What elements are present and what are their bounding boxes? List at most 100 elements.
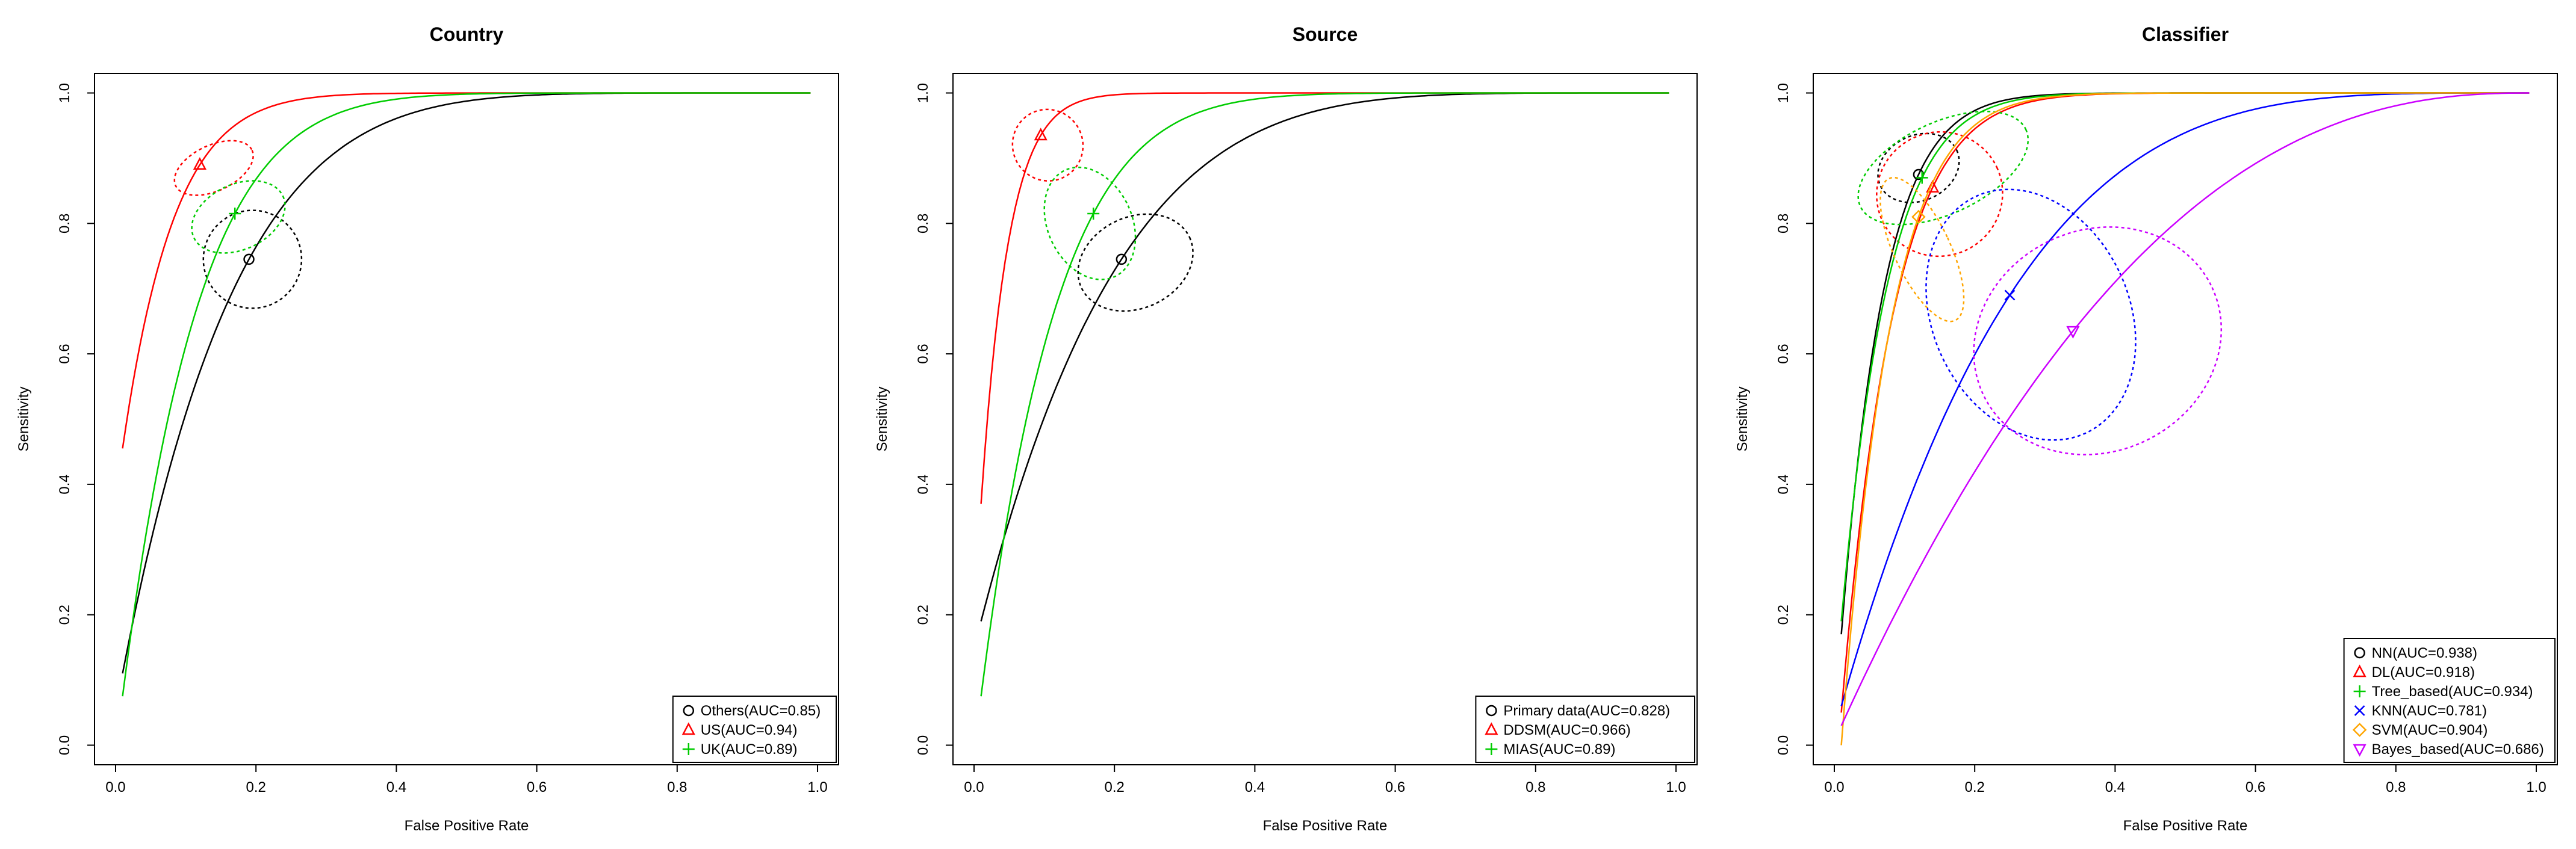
series-2 <box>980 92 1669 504</box>
legend: NN(AUC=0.938) DL(AUC=0.918) Tree_based(AUC… <box>2343 638 2556 763</box>
summary-point-marker <box>2004 289 2016 301</box>
series-1 <box>980 92 1669 622</box>
legend-entry-label: SVM(AUC=0.904) <box>2372 722 2488 738</box>
y-tick-label: 0.4 <box>915 474 931 494</box>
y-tick-label: 0.8 <box>57 214 73 233</box>
legend-marker <box>681 722 695 735</box>
legend-entry-label: DL(AUC=0.918) <box>2372 664 2475 681</box>
x-tick-label: 0.6 <box>1385 779 1405 795</box>
roc-curve <box>1840 92 2530 746</box>
chart-title: Country <box>430 23 504 45</box>
chart-panel-1: Country 0.0 0.2 0.4 0.6 0.8 1.0 0.0 0.2 0.4 0.6 0.8… <box>16 23 839 834</box>
legend-marker <box>1486 705 1497 717</box>
x-tick-label: 0.4 <box>386 779 406 795</box>
x-tick-label: 1.0 <box>1666 779 1686 795</box>
series-4 <box>1840 92 2530 706</box>
y-tick-label: 0.0 <box>915 735 931 755</box>
confidence-ellipse <box>1879 176 1965 323</box>
x-tick-label: 0.4 <box>1245 779 1265 795</box>
confidence-ellipse <box>191 180 286 254</box>
legend-box <box>672 696 837 763</box>
y-tick-label: 0.6 <box>1775 344 1792 363</box>
summary-point-marker <box>243 253 255 265</box>
y-tick-label: 1.0 <box>915 83 931 103</box>
x-tick-label: 0.8 <box>2386 779 2406 795</box>
legend-entry-label: NN(AUC=0.938) <box>2372 645 2477 661</box>
legend-entry-label: DDSM(AUC=0.966) <box>1503 722 1630 738</box>
legend-entry-label: Bayes_based(AUC=0.686) <box>2372 741 2544 758</box>
legend-entry-label: MIAS(AUC=0.89) <box>1503 741 1615 758</box>
confidence-ellipse <box>1973 226 2223 455</box>
legend-box <box>1475 696 1695 763</box>
x-tick-label: 0.8 <box>667 779 687 795</box>
roc-curve <box>1840 92 2530 622</box>
x-tick-label: 0.2 <box>246 779 266 795</box>
summary-point-marker <box>229 208 241 220</box>
legend-entry-label: Primary data(AUC=0.828) <box>1503 703 1670 719</box>
series-2 <box>1840 92 2530 713</box>
plot-frame <box>94 73 839 765</box>
y-tick-label: 0.2 <box>915 605 931 625</box>
legend-entry-label: UK(AUC=0.89) <box>701 741 798 758</box>
plot-frame <box>1813 73 2558 765</box>
y-tick-label: 0.6 <box>915 344 931 363</box>
chart-title: Source <box>1293 23 1358 45</box>
x-tick-label: 0.6 <box>527 779 547 795</box>
series-3 <box>980 92 1669 697</box>
legend-marker <box>1485 743 1498 755</box>
legend-marker <box>2353 685 2366 697</box>
summary-point-marker <box>1911 209 1926 224</box>
x-tick-label: 0.4 <box>2105 779 2125 795</box>
legend-marker <box>2354 705 2365 716</box>
roc-curve <box>1840 92 2530 706</box>
x-tick-label: 0.2 <box>1105 779 1125 795</box>
roc-curve <box>980 92 1669 622</box>
confidence-ellipse <box>173 140 254 196</box>
legend-marker <box>2353 664 2367 678</box>
series-1 <box>122 92 811 674</box>
y-tick-label: 0.0 <box>1775 735 1792 755</box>
x-axis-label: False Positive Rate <box>1263 818 1388 834</box>
x-tick-label: 0.0 <box>105 779 125 795</box>
confidence-ellipse <box>1876 131 2003 258</box>
x-tick-label: 1.0 <box>807 779 827 795</box>
legend-marker <box>2353 744 2367 757</box>
legend-marker <box>682 743 695 755</box>
y-tick-label: 0.6 <box>57 344 73 363</box>
summary-point-marker <box>1034 128 1047 141</box>
series-3 <box>122 92 811 697</box>
confidence-ellipse <box>1877 132 1960 203</box>
x-axis-label: False Positive Rate <box>2123 818 2248 834</box>
legend-entry-label: US(AUC=0.94) <box>701 722 798 738</box>
legend-entry-label: Others(AUC=0.85) <box>701 703 821 719</box>
y-tick-label: 0.8 <box>915 214 931 233</box>
roc-curve <box>980 92 1669 504</box>
roc-curve <box>980 92 1669 697</box>
y-tick-label: 0.4 <box>57 474 73 494</box>
legend-box <box>2343 638 2556 763</box>
roc-curve <box>1840 92 2530 713</box>
y-tick-label: 1.0 <box>57 83 73 103</box>
roc-curve <box>122 92 811 449</box>
y-tick-label: 0.0 <box>57 735 73 755</box>
confidence-ellipse <box>1857 110 2029 226</box>
legend-entry-label: KNN(AUC=0.781) <box>2372 703 2487 719</box>
plot-frame <box>952 73 1698 765</box>
y-tick-label: 0.2 <box>57 605 73 625</box>
x-axis-label: False Positive Rate <box>405 818 529 834</box>
y-tick-label: 0.2 <box>1775 605 1792 625</box>
x-tick-label: 0.0 <box>964 779 984 795</box>
legend: Primary data(AUC=0.828) DDSM(AUC=0.966) MI… <box>1475 696 1695 763</box>
y-axis-label: Sensitivity <box>1734 386 1751 451</box>
legend-marker <box>2354 647 2365 659</box>
confidence-ellipse <box>1925 188 2137 441</box>
series-5 <box>1840 92 2530 746</box>
legend-marker <box>1485 722 1498 735</box>
confidence-ellipse <box>1011 108 1084 182</box>
x-tick-label: 0.0 <box>1824 779 1844 795</box>
x-tick-label: 1.0 <box>2526 779 2546 795</box>
x-tick-label: 0.8 <box>1525 779 1545 795</box>
summary-point-marker <box>193 157 206 170</box>
series-3 <box>1840 92 2530 622</box>
